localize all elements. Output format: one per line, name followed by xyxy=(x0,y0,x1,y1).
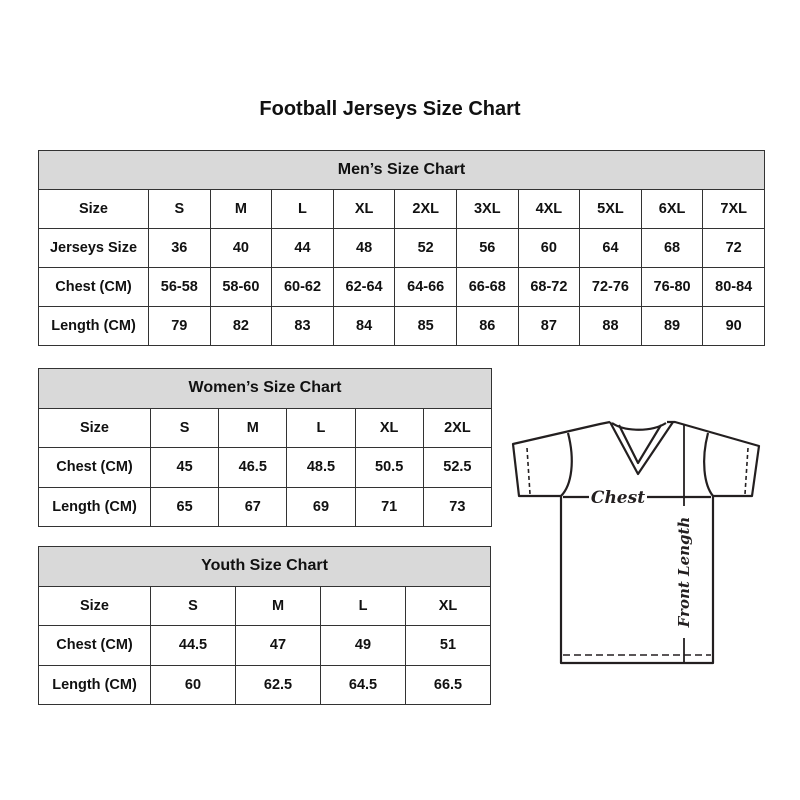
page-title: Football Jerseys Size Chart xyxy=(259,98,521,120)
table-row: Chest (CM) 44.5 47 49 51 xyxy=(38,625,491,666)
table-row: Size S M L XL 2XL 3XL 4XL 5XL 6XL 7XL xyxy=(38,189,765,229)
table-cell: XL xyxy=(405,585,491,626)
youth-table-heading: Youth Size Chart xyxy=(38,546,491,587)
womens-size-table: Women’s Size Chart Size S M L XL 2XL Chest (CM)… xyxy=(38,368,493,527)
table-cell: 44 xyxy=(271,228,334,268)
row-label: Chest (CM) xyxy=(38,447,151,488)
table-cell: 40 xyxy=(209,228,273,268)
table-cell: 47 xyxy=(235,625,321,666)
table-cell: 90 xyxy=(702,306,765,346)
row-label: Chest (CM) xyxy=(38,625,151,666)
row-label: Length (CM) xyxy=(38,486,151,527)
chest-label: Chest xyxy=(591,488,645,508)
left-armhole xyxy=(560,432,573,497)
table-cell: XL xyxy=(354,407,424,448)
table-cell: 80-84 xyxy=(702,267,765,307)
mens-size-table: Men’s Size Chart Size S M L XL 2XL 3XL 4XL 5XL 6XL… xyxy=(38,150,765,346)
table-cell: 68-72 xyxy=(517,267,581,307)
left-sleeve-hem xyxy=(526,447,531,495)
women-table-heading: Women’s Size Chart xyxy=(38,368,492,409)
table-row: Chest (CM) 45 46.5 48.5 50.5 52.5 xyxy=(38,447,493,488)
table-row: Size S M L XL 2XL xyxy=(38,407,493,448)
table-cell: 7XL xyxy=(702,189,765,229)
table-cell: 6XL xyxy=(640,189,704,229)
table-cell: 48.5 xyxy=(286,447,356,488)
table-cell: 49 xyxy=(320,625,406,666)
table-cell: L xyxy=(286,407,356,448)
table-cell: 86 xyxy=(455,306,519,346)
table-cell: S xyxy=(149,407,220,448)
table-cell: 62-64 xyxy=(332,267,396,307)
table-cell: 84 xyxy=(332,306,396,346)
right-sleeve-hem xyxy=(744,447,749,495)
table-cell: 52.5 xyxy=(422,447,493,488)
table-cell: 44.5 xyxy=(150,625,236,666)
row-label: Length (CM) xyxy=(38,306,149,346)
men-table-heading: Men’s Size Chart xyxy=(38,150,765,190)
collar-inner xyxy=(618,424,662,465)
table-cell: 65 xyxy=(149,486,220,527)
table-cell: 64.5 xyxy=(320,664,406,705)
table-cell: 87 xyxy=(517,306,581,346)
youth-size-table: Youth Size Chart Size S M L XL Chest (CM) 44.5 4… xyxy=(38,546,491,705)
table-cell: 69 xyxy=(286,486,356,527)
table-cell: 82 xyxy=(209,306,273,346)
table-cell: 72-76 xyxy=(579,267,642,307)
collar-outer xyxy=(609,421,674,476)
table-cell: 66-68 xyxy=(455,267,519,307)
table-cell: 60 xyxy=(150,664,236,705)
row-label: Size xyxy=(38,407,151,448)
table-cell: 62.5 xyxy=(235,664,321,705)
table-row: Jerseys Size 36 40 44 48 52 56 60 64 68 72 xyxy=(38,228,765,268)
table-row: Length (CM) 79 82 83 84 85 86 87 88 89 90 xyxy=(38,306,765,346)
row-label: Size xyxy=(38,189,149,229)
table-cell: 67 xyxy=(218,486,288,527)
table-cell: 2XL xyxy=(422,407,493,448)
table-cell: 66.5 xyxy=(405,664,491,705)
table-cell: 85 xyxy=(394,306,457,346)
table-cell: 60 xyxy=(517,228,581,268)
table-cell: 88 xyxy=(579,306,642,346)
table-cell: L xyxy=(271,189,334,229)
table-cell: M xyxy=(218,407,288,448)
jersey-outline xyxy=(511,420,761,665)
table-cell: 79 xyxy=(148,306,211,346)
table-cell: 76-80 xyxy=(640,267,704,307)
table-row: Size S M L XL xyxy=(38,585,491,626)
table-cell: XL xyxy=(332,189,396,229)
table-cell: 5XL xyxy=(579,189,642,229)
row-label: Jerseys Size xyxy=(38,228,149,268)
table-cell: M xyxy=(235,585,321,626)
table-cell: 68 xyxy=(640,228,704,268)
table-cell: 60-62 xyxy=(271,267,334,307)
table-cell: 50.5 xyxy=(354,447,424,488)
table-cell: 48 xyxy=(332,228,396,268)
right-armhole xyxy=(703,432,714,497)
table-cell: 36 xyxy=(148,228,211,268)
table-cell: 56-58 xyxy=(148,267,211,307)
front-length-label: Front Length xyxy=(675,517,693,629)
table-cell: 73 xyxy=(422,486,493,527)
table-cell: S xyxy=(150,585,236,626)
table-cell: L xyxy=(320,585,406,626)
table-cell: 71 xyxy=(354,486,424,527)
table-cell: 45 xyxy=(149,447,220,488)
row-label: Size xyxy=(38,585,151,626)
table-row: Length (CM) 60 62.5 64.5 66.5 xyxy=(38,664,491,705)
table-cell: 51 xyxy=(405,625,491,666)
table-row: Length (CM) 65 67 69 71 73 xyxy=(38,486,493,527)
collar-back xyxy=(611,422,667,431)
